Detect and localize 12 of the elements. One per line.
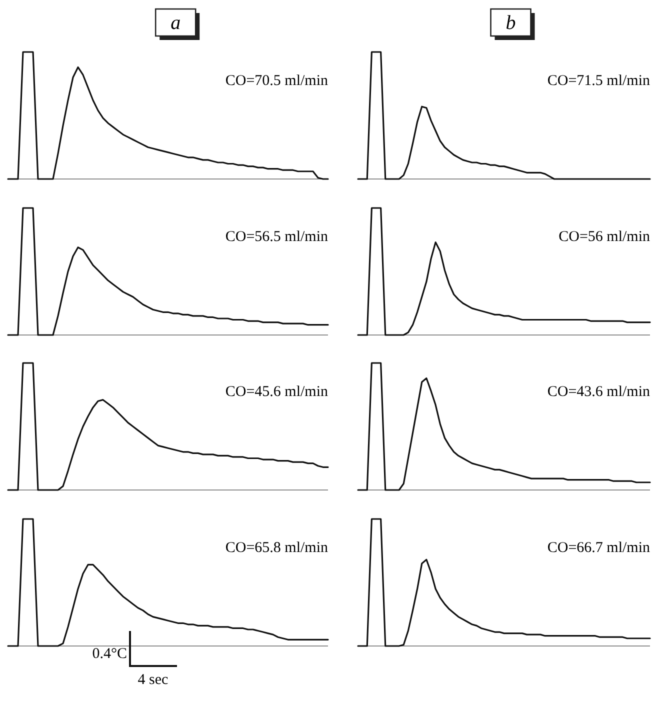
text: CO=56.5 ml/min bbox=[225, 228, 328, 244]
text: CO=71.5 ml/min bbox=[547, 73, 650, 89]
text: CO=65.8 ml/min bbox=[225, 540, 328, 556]
text: CO=45.6 ml/min bbox=[225, 384, 328, 400]
text: CO=43.6 ml/min bbox=[547, 384, 650, 400]
text: a bbox=[170, 12, 181, 34]
text: b bbox=[506, 12, 516, 34]
text: CO=66.7 ml/min bbox=[547, 540, 650, 556]
text: CO=56 ml/min bbox=[558, 228, 650, 244]
annotation: 0.4°C bbox=[92, 646, 127, 662]
text: CO=70.5 ml/min bbox=[225, 73, 328, 89]
text: 4 sec bbox=[138, 672, 169, 688]
